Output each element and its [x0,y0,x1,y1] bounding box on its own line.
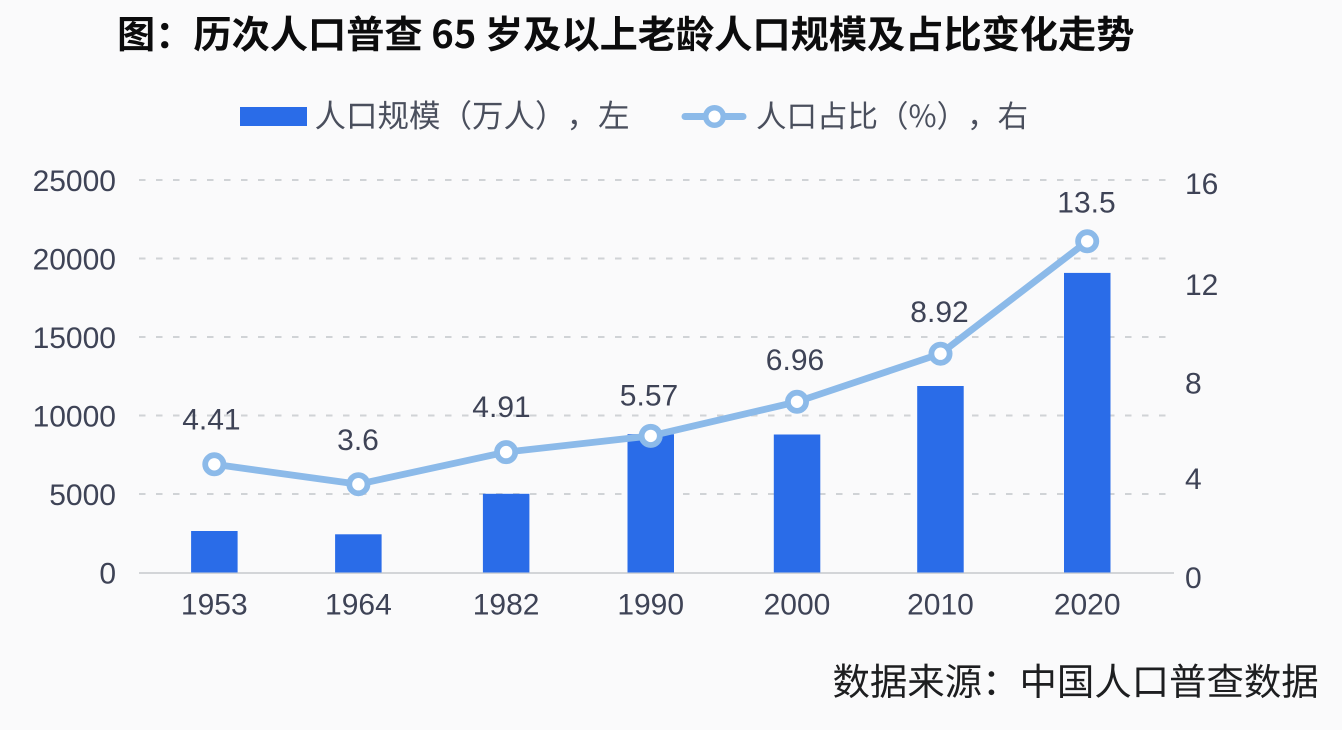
svg-text:2020: 2020 [1054,589,1121,622]
svg-text:8: 8 [1185,367,1202,400]
svg-text:10000: 10000 [33,400,116,433]
svg-text:1982: 1982 [473,589,540,622]
svg-text:20000: 20000 [33,243,116,276]
svg-text:4.91: 4.91 [472,391,530,424]
svg-text:13.5: 13.5 [1057,186,1115,219]
svg-text:0: 0 [1185,562,1202,595]
svg-text:1964: 1964 [325,589,392,622]
svg-text:16: 16 [1185,168,1218,201]
svg-text:2000: 2000 [764,589,831,622]
svg-text:6.96: 6.96 [766,344,824,377]
svg-text:4: 4 [1185,463,1202,496]
svg-text:8.92: 8.92 [910,296,968,329]
svg-text:5.57: 5.57 [620,379,678,412]
svg-text:2010: 2010 [907,589,974,622]
svg-text:12: 12 [1185,269,1218,302]
svg-text:5000: 5000 [49,479,116,512]
svg-text:3.6: 3.6 [337,424,379,457]
svg-text:25000: 25000 [33,165,116,198]
svg-text:1990: 1990 [617,589,684,622]
svg-text:0: 0 [99,558,116,591]
svg-text:15000: 15000 [33,322,116,355]
svg-text:4.41: 4.41 [182,404,240,437]
svg-text:1953: 1953 [181,589,248,622]
